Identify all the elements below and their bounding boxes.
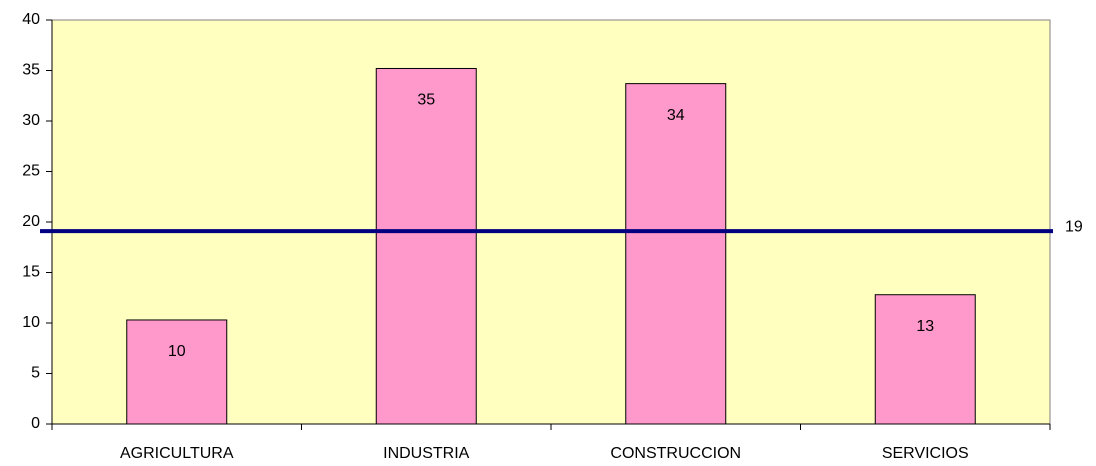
y-tick-label: 40 — [22, 11, 40, 28]
x-tick-label: SERVICIOS — [882, 445, 969, 462]
data-label: 35 — [417, 92, 435, 109]
y-tick-label: 10 — [22, 314, 40, 331]
x-tick-label: CONSTRUCCION — [610, 445, 741, 462]
y-tick-label: 20 — [22, 213, 40, 230]
y-tick-label: 25 — [22, 163, 40, 180]
y-tick-label: 0 — [31, 415, 40, 432]
y-tick-label: 15 — [22, 264, 40, 281]
data-label: 34 — [667, 107, 685, 124]
x-tick-label: INDUSTRIA — [383, 445, 470, 462]
reference-label: 19 — [1065, 218, 1083, 235]
data-label: 10 — [168, 343, 186, 360]
x-tick-label: AGRICULTURA — [120, 445, 234, 462]
y-tick-label: 30 — [22, 112, 40, 129]
bar — [375, 67, 477, 425]
bar — [126, 319, 228, 425]
bar — [874, 294, 976, 425]
data-label: 13 — [916, 318, 934, 335]
bar — [625, 83, 727, 425]
y-tick-label: 5 — [31, 365, 40, 382]
y-tick-label: 35 — [22, 62, 40, 79]
